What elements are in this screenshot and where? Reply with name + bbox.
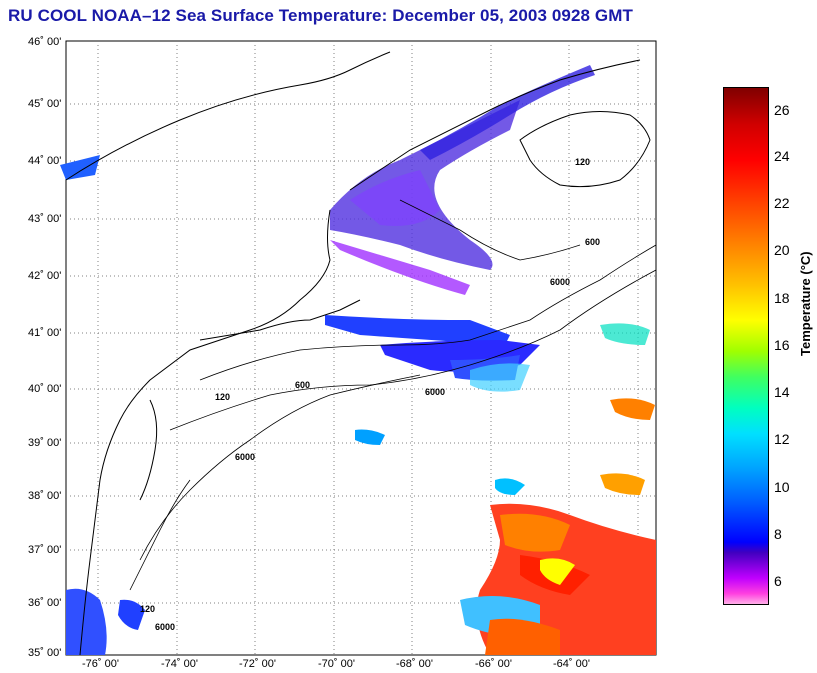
lon-label: -72˚ 00' [239, 658, 276, 670]
lon-label: -68˚ 00' [396, 658, 433, 670]
lon-label: -64˚ 00' [553, 658, 590, 670]
lon-label: -70˚ 00' [318, 658, 355, 670]
coastline [65, 51, 651, 656]
svg-text:600: 600 [295, 380, 310, 390]
colorbar-tick: 10 [774, 479, 790, 495]
colorbar-tick: 20 [774, 242, 790, 258]
colorbar-tick: 12 [774, 431, 790, 447]
lat-label: 41˚ 00' [28, 327, 62, 339]
svg-text:120: 120 [215, 392, 230, 402]
svg-text:6000: 6000 [235, 452, 255, 462]
svg-text:6000: 6000 [155, 622, 175, 632]
lat-label: 35˚ 00' [28, 647, 62, 659]
lat-label: 45˚ 00' [28, 98, 62, 110]
colorbar-tick: 8 [774, 526, 782, 542]
lat-label: 38˚ 00' [28, 490, 62, 502]
map-title: RU COOL NOAA–12 Sea Surface Temperature:… [8, 6, 633, 25]
lat-label: 46˚ 00' [28, 36, 62, 48]
svg-text:600: 600 [585, 237, 600, 247]
lat-label: 42˚ 00' [28, 270, 62, 282]
lat-label: 36˚ 00' [28, 597, 62, 609]
temperature-colorbar [723, 87, 769, 605]
colorbar-tick: 22 [774, 195, 790, 211]
svg-text:120: 120 [575, 157, 590, 167]
svg-text:6000: 6000 [550, 277, 570, 287]
lat-label: 40˚ 00' [28, 383, 62, 395]
colorbar-tick: 18 [774, 290, 790, 306]
colorbar-tick: 26 [774, 102, 790, 118]
lat-label: 37˚ 00' [28, 544, 62, 556]
svg-text:6000: 6000 [425, 387, 445, 397]
sst-patches [60, 65, 656, 655]
colorbar-tick: 14 [774, 384, 790, 400]
lat-label: 43˚ 00' [28, 213, 62, 225]
colorbar-tick: 24 [774, 148, 790, 164]
colorbar-tick: 16 [774, 337, 790, 353]
lon-label: -74˚ 00' [161, 658, 198, 670]
bathymetry-contours [129, 199, 657, 591]
lat-label: 44˚ 00' [28, 155, 62, 167]
lat-label: 39˚ 00' [28, 437, 62, 449]
colorbar-tick: 6 [774, 573, 782, 589]
lon-label: -66˚ 00' [475, 658, 512, 670]
lon-label: -76˚ 00' [82, 658, 119, 670]
contour-labels: 120 600 6000 6000 6000 600 120 120 6000 [140, 157, 600, 632]
colorbar-label: Temperature (°C) [798, 251, 813, 356]
svg-text:120: 120 [140, 604, 155, 614]
